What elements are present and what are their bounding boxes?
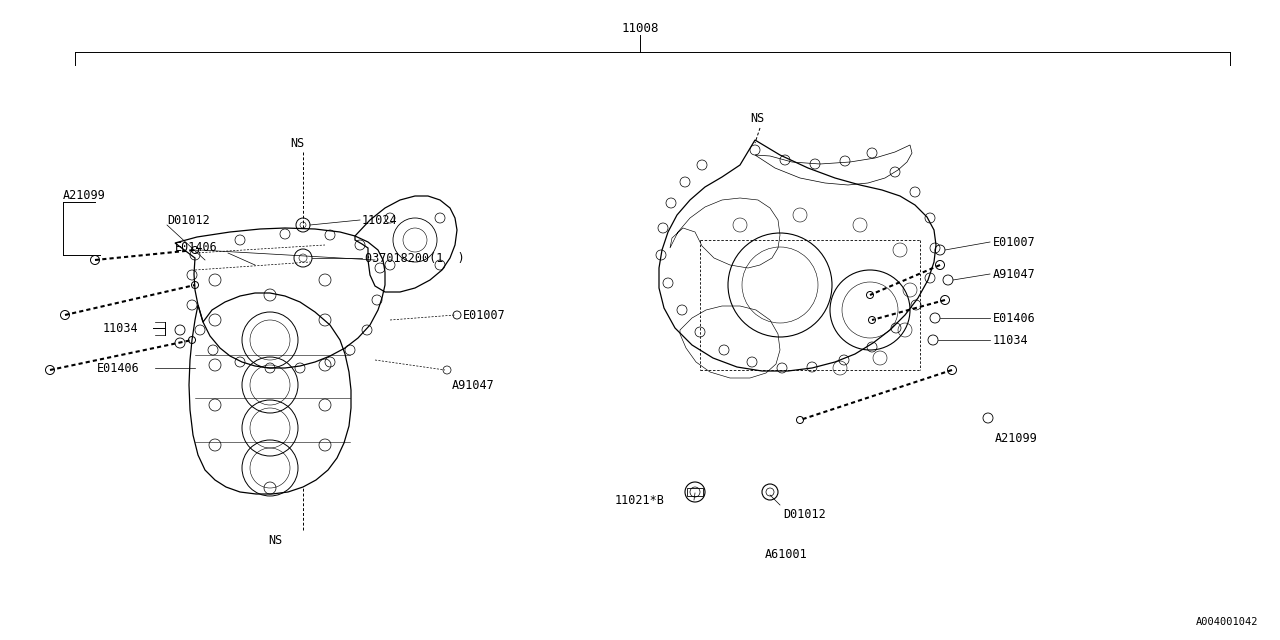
Text: 11008: 11008 <box>621 22 659 35</box>
Text: NS: NS <box>750 111 764 125</box>
Text: 11024: 11024 <box>362 214 398 227</box>
Text: E01007: E01007 <box>463 308 506 321</box>
Text: NS: NS <box>268 534 282 547</box>
Text: E01406: E01406 <box>175 241 218 253</box>
Text: 11034: 11034 <box>102 321 138 335</box>
Text: A21099: A21099 <box>995 431 1038 445</box>
Text: 037018200(1  ): 037018200(1 ) <box>365 252 465 264</box>
Text: E01406: E01406 <box>97 362 140 374</box>
Text: 11021*B: 11021*B <box>614 493 664 506</box>
Text: E01007: E01007 <box>993 236 1036 248</box>
Text: A91047: A91047 <box>993 268 1036 280</box>
Text: A61001: A61001 <box>765 548 808 561</box>
Text: A21099: A21099 <box>63 189 106 202</box>
Text: A91047: A91047 <box>452 378 495 392</box>
Text: E01406: E01406 <box>993 312 1036 324</box>
Text: A004001042: A004001042 <box>1196 617 1258 627</box>
Text: 11034: 11034 <box>993 333 1029 346</box>
Text: D01012: D01012 <box>783 509 826 522</box>
Text: D01012: D01012 <box>166 214 210 227</box>
Text: NS: NS <box>291 136 305 150</box>
